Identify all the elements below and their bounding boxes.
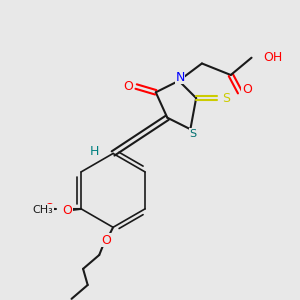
Text: N: N (175, 71, 185, 84)
Text: S: S (222, 92, 230, 105)
Text: H: H (90, 145, 99, 158)
Text: OH: OH (263, 51, 282, 64)
Text: CH₃: CH₃ (33, 205, 53, 215)
Text: S: S (189, 129, 196, 139)
Text: O: O (123, 80, 133, 93)
Text: O: O (44, 202, 54, 215)
Text: O: O (242, 83, 252, 97)
Text: O: O (101, 233, 111, 247)
Text: O: O (62, 203, 72, 217)
